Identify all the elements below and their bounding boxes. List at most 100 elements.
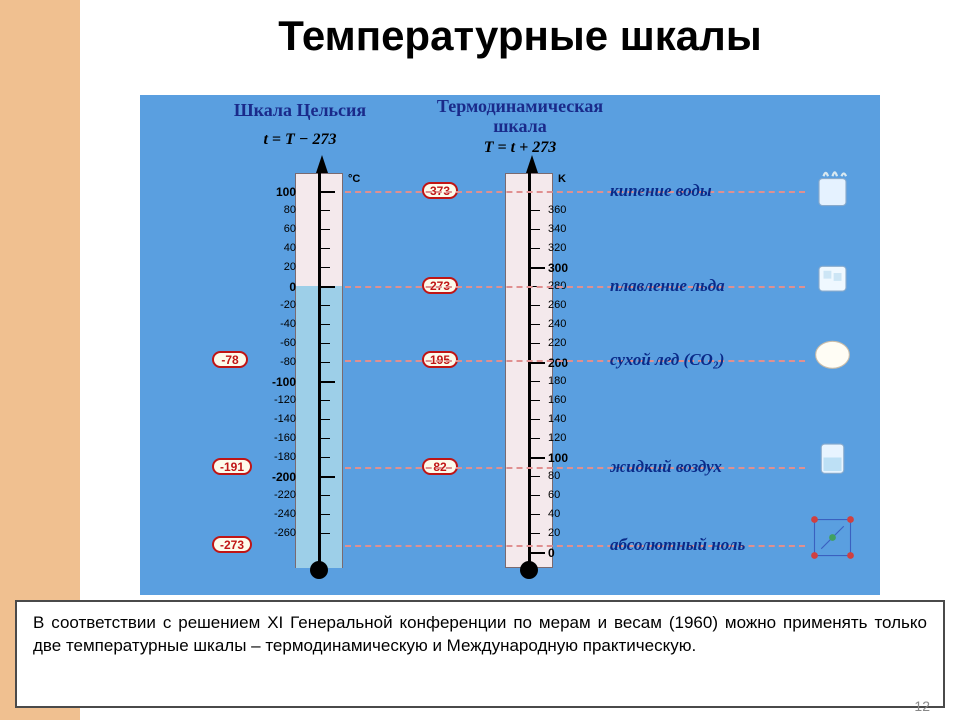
tick-label: 20 [548,527,582,539]
tick-label: -140 [262,413,296,425]
tick-label: 300 [548,261,582,275]
tick-label: 140 [548,413,582,425]
value-badge: -273 [212,536,252,553]
tick-label: 120 [548,432,582,444]
tick [531,210,540,211]
tick [531,514,540,515]
absolute-zero-icon [810,515,855,560]
phenomenon-label: жидкий воздух [610,457,722,477]
kelvin-thermometer: K 36034032030028026024022020018016014012… [470,159,590,589]
tick-label: 20 [262,261,296,273]
tick-label: 80 [262,204,296,216]
tick [321,457,330,458]
tick [531,343,540,344]
tick-label: 320 [548,242,582,254]
tick-label: -240 [262,508,296,520]
tick [321,514,330,515]
tick-label: 180 [548,375,582,387]
tick [531,229,540,230]
tick-label: 220 [548,337,582,349]
tick [321,267,330,268]
value-badge: -191 [212,458,252,475]
footer-text: В соответствии с решением XI Генеральной… [33,612,927,658]
dry-ice-icon [810,330,855,375]
tick [321,419,330,420]
tick [531,381,540,382]
footer-box: В соответствии с решением XI Генеральной… [15,600,945,708]
tick-label: 360 [548,204,582,216]
phenomenon-label: кипение воды [610,181,712,201]
tick [531,400,540,401]
tick [321,229,330,230]
tick-label: -180 [262,451,296,463]
celsius-unit: °C [348,173,360,185]
tick [531,476,540,477]
tick-label: -160 [262,432,296,444]
tick-label: 60 [548,489,582,501]
tick-label: -60 [262,337,296,349]
tick [531,533,540,534]
tick [531,457,545,459]
liquid-air-icon [810,435,855,480]
tick [321,210,330,211]
tick [321,324,330,325]
tick-label: 200 [548,356,582,370]
tick [531,419,540,420]
tick-label: -120 [262,394,296,406]
tick-label: -200 [262,470,296,484]
tick [321,476,335,478]
tick [531,552,545,554]
celsius-formula: t = T − 273 [210,131,390,149]
kelvin-col-title: Термодинамическая шкала [410,97,630,137]
tick-label: -260 [262,527,296,539]
reference-dash [345,286,805,288]
celsius-thermometer: °C 100806040200-20-40-60-80-100-120-140-… [260,159,380,589]
tick [321,305,330,306]
tick-label: 100 [548,451,582,465]
tick [531,324,540,325]
phenomenon-label: сухой лед (CO₂) [610,350,724,370]
tick-label: 40 [262,242,296,254]
tick-label: 260 [548,299,582,311]
tick [531,438,540,439]
tick [321,191,335,193]
tick-label: -20 [262,299,296,311]
tick [321,400,330,401]
tick-label: 340 [548,223,582,235]
tick-label: 0 [548,546,582,560]
tick-label: -220 [262,489,296,501]
tick [321,248,330,249]
reference-dash [345,360,805,362]
tick [321,438,330,439]
phenomenon-label: абсолютный ноль [610,535,745,555]
reference-dash [345,467,805,469]
kelvin-formula: T = t + 273 [410,139,630,157]
tick [531,305,540,306]
tick-label: -40 [262,318,296,330]
boiling-water-icon [810,165,855,210]
page-title: Температурные шкалы [90,12,950,60]
phenomenon-label: плавление льда [610,276,725,296]
tick [531,248,540,249]
reference-dash [345,191,805,193]
tick [321,533,330,534]
celsius-bulb-icon [310,561,328,579]
celsius-stem [318,171,321,566]
tick [321,343,330,344]
tick-label: 0 [262,280,296,294]
ice-melting-icon [810,255,855,300]
tick [321,381,335,383]
value-badge: -78 [212,351,248,368]
tick-label: 100 [262,185,296,199]
tick [531,267,545,269]
tick [321,286,335,288]
kelvin-unit: K [558,173,566,185]
tick [531,495,540,496]
tick [321,495,330,496]
tick-label: -100 [262,375,296,389]
tick [531,362,545,364]
tick [321,362,330,363]
tick-label: -80 [262,356,296,368]
tick-label: 240 [548,318,582,330]
tick-label: 160 [548,394,582,406]
